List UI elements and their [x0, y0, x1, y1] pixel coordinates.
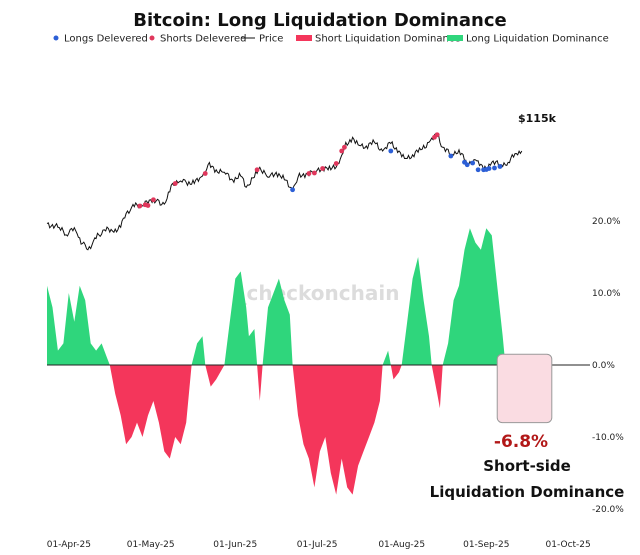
price-label: $115k [518, 112, 557, 125]
delevered-markers [137, 132, 503, 209]
x-tick-5: 01-Sep-25 [463, 540, 509, 550]
annotation-value: -6.8% [494, 432, 548, 452]
y-tick-0: 20.0% [592, 217, 621, 227]
shorts-delevered-dot-12 [342, 144, 347, 150]
shorts-delevered-dot-5 [202, 171, 208, 176]
x-tick-2: 01-Jun-25 [213, 540, 257, 550]
dominance-areas [47, 228, 517, 495]
shorts-delevered-dot-6 [254, 167, 260, 173]
x-tick-3: 01-Jul-25 [297, 540, 338, 550]
shorts-delevered-dot-8 [312, 170, 317, 176]
y-tick-3: -10.0% [592, 433, 624, 443]
legend-marker-3 [296, 35, 312, 41]
longs-delevered-dot-5 [470, 160, 476, 166]
legend-item-3: Short Liquidation Dominance [315, 34, 460, 45]
shorts-delevered-dot-7 [306, 171, 312, 176]
longs-delevered-dot-11 [497, 164, 503, 169]
x-tick-6: 01-Oct-25 [546, 540, 591, 550]
longs-delevered-dot-4 [464, 162, 470, 168]
legend-item-2: Price [259, 34, 283, 45]
legend-marker-1 [149, 35, 155, 41]
y-tick-2: 0.0% [592, 361, 615, 371]
chart-title: Bitcoin: Long Liquidation Dominance [133, 10, 506, 31]
x-tick-0: 01-Apr-25 [47, 540, 91, 550]
legend-item-4: Long Liquidation Dominance [466, 34, 609, 45]
legend-item-1: Shorts Delevered [160, 34, 246, 45]
legend: Longs Delevered Shorts Delevered Price Shor… [53, 34, 609, 45]
shorts-delevered-dot-11 [339, 148, 345, 154]
shorts-delevered-dot-14 [434, 132, 440, 138]
annotation [496, 353, 553, 424]
annotation-highlight-box [496, 353, 553, 424]
legend-marker-4 [447, 35, 463, 41]
legend-marker-0 [53, 35, 59, 41]
shorts-delevered-dot-0 [137, 203, 143, 209]
watermark: _checkonchain [237, 281, 400, 305]
x-tick-1: 01-May-25 [127, 540, 175, 550]
shorts-delevered-dot-4 [172, 181, 178, 186]
annotation-text-line1: Short-side [483, 457, 571, 475]
price-line [46, 132, 523, 251]
shorts-delevered-dot-2 [145, 203, 151, 208]
y-tick-1: 10.0% [592, 289, 621, 299]
price-series [46, 132, 523, 251]
longs-delevered-dot-1 [388, 148, 394, 154]
axes: 01-Apr-25 01-May-25 01-Jun-25 01-Jul-25 01-A… [47, 217, 625, 550]
annotation-text-line2: Liquidation Dominance [430, 483, 625, 501]
legend-item-0: Longs Delevered [64, 34, 148, 45]
y-tick-4: -20.0% [592, 505, 624, 515]
shorts-delevered-dot-10 [333, 161, 339, 166]
longs-delevered-dot-10 [492, 165, 497, 171]
longs-delevered-dot-2 [448, 153, 454, 159]
shorts-delevered-dot-3 [151, 197, 156, 203]
longs-delevered-dot-0 [290, 187, 295, 193]
shorts-delevered-dot-9 [320, 166, 325, 171]
longs-delevered-dot-6 [475, 167, 481, 173]
x-tick-4: 01-Aug-25 [378, 540, 425, 550]
long-dominance-area [47, 228, 506, 365]
longs-delevered-dot-9 [486, 166, 492, 171]
short-dominance-area [109, 365, 517, 495]
